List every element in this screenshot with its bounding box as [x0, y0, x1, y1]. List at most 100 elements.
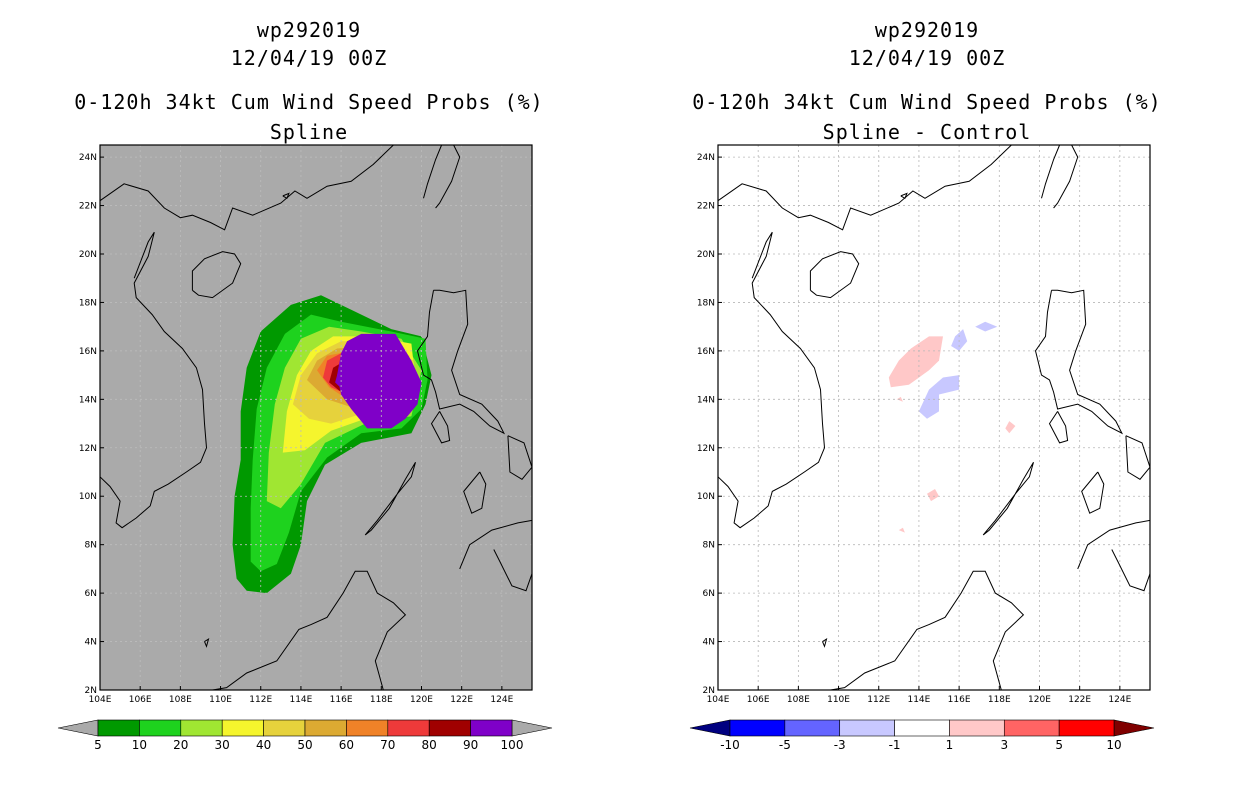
y-tick-label: 12N	[697, 444, 715, 454]
x-tick-label: 114E	[289, 695, 312, 705]
x-tick-label: 124E	[490, 695, 513, 705]
colorbar-swatch	[839, 719, 895, 737]
contour-region-2	[975, 321, 998, 332]
map-background	[718, 145, 1150, 690]
colorbar: 5 10 20 30 40 50 60 70 80 90 100	[57, 719, 553, 752]
y-tick-label: 10N	[79, 492, 97, 502]
colorbar-swatch	[470, 719, 513, 737]
coastline	[191, 251, 242, 299]
colorbar-swatch	[221, 719, 264, 737]
colorbar-label: -5	[779, 738, 791, 752]
map-frame	[99, 144, 533, 691]
colorbar-swatch	[729, 719, 786, 737]
x-tick-label: 112E	[867, 695, 890, 705]
colorbar: -10 -5 -3 -1 1 3 5 10	[689, 719, 1155, 752]
coastline	[204, 637, 210, 648]
colorbar-label: 100	[501, 738, 524, 752]
x-tick-label: 116E	[948, 695, 971, 705]
colorbar-label: 20	[173, 738, 188, 752]
coastline	[435, 144, 461, 209]
colorbar-label: 5	[94, 738, 102, 752]
contour-region-0	[888, 336, 943, 388]
x-tick-label: 110E	[209, 695, 232, 705]
y-tick-label: 22N	[697, 202, 715, 212]
y-tick-label: 6N	[85, 589, 97, 599]
colorbar-label: 90	[463, 738, 478, 752]
colorbar-swatch	[1058, 719, 1115, 737]
colorbar-label: 80	[422, 738, 437, 752]
coastline	[822, 637, 828, 648]
colorbar-label: 40	[256, 738, 271, 752]
coastline	[1048, 411, 1069, 444]
x-tick-label: 104E	[89, 695, 112, 705]
y-tick-label: 18N	[79, 298, 97, 308]
coastline	[99, 144, 394, 231]
coastline	[717, 144, 1012, 231]
coastlines	[99, 144, 533, 691]
coastline	[809, 251, 860, 299]
map-svg-spline: 104E 106E 108E 110E 112E 114E 116E 118E 120E 122E…	[57, 144, 553, 752]
colorbar-end-left	[57, 719, 99, 737]
storm-id-title: wp292019	[256, 18, 362, 42]
colorbar-swatch	[949, 719, 1005, 737]
x-tick-label: 118E	[370, 695, 393, 705]
date-title: 12/04/19 00Z	[230, 46, 388, 70]
coastline	[430, 411, 451, 444]
y-tick-label: 14N	[697, 395, 715, 405]
x-tick-label: 122E	[450, 695, 473, 705]
x-tick-label: 106E	[747, 695, 770, 705]
colorbar-label: 70	[380, 738, 395, 752]
y-tick-label: 20N	[697, 250, 715, 260]
panel-spline: wp292019 12/04/19 00Z 0-120h 34kt Cum Wi…	[57, 18, 553, 752]
y-tick-label: 4N	[703, 638, 715, 648]
x-tick-label: 120E	[410, 695, 433, 705]
x-tick-label: 112E	[249, 695, 272, 705]
colorbar-swatch	[894, 719, 950, 737]
coastline	[282, 192, 290, 200]
y-tick-label: 16N	[697, 347, 715, 357]
map-svg-difference: 104E 106E 108E 110E 112E 114E 116E 118E 120E 122E…	[689, 144, 1155, 752]
colorbar-label: 1	[946, 738, 954, 752]
x-tick-label: 116E	[330, 695, 353, 705]
colorbar-swatch	[346, 719, 389, 737]
coastline	[493, 549, 533, 592]
coastline	[416, 289, 506, 435]
panel-spline-control: wp292019 12/04/19 00Z 0-120h 34kt Cum Wi…	[618, 0, 1236, 800]
coastlines	[717, 144, 1151, 691]
coastline	[1053, 144, 1079, 209]
colorbar-label: 3	[1000, 738, 1008, 752]
coastline	[99, 231, 208, 529]
x-tick-label: 108E	[787, 695, 810, 705]
colorbar-label: 60	[339, 738, 354, 752]
y-tick-label: 24N	[697, 153, 715, 163]
chart-title: 0-120h 34kt Cum Wind Speed Probs (%)	[692, 90, 1162, 114]
y-tick-label: 12N	[79, 444, 97, 454]
colorbar-label: -10	[720, 738, 740, 752]
x-tick-label: 104E	[707, 695, 730, 705]
colorbar-label: 50	[297, 738, 312, 752]
coastline	[1041, 144, 1061, 199]
coastline	[463, 471, 487, 514]
x-tick-label: 114E	[907, 695, 930, 705]
colorbar-swatch	[428, 719, 471, 737]
gridlines	[718, 145, 1150, 690]
coastline	[423, 144, 443, 199]
coastline	[982, 462, 1034, 536]
contour-region-7	[898, 527, 905, 533]
contour-region-3	[918, 375, 960, 419]
colorbar-end-right	[511, 719, 553, 737]
coastline	[1111, 549, 1151, 592]
y-tick-label: 2N	[85, 686, 97, 696]
map-frame	[717, 144, 1151, 691]
colorbar-swatch	[387, 719, 430, 737]
coastline	[1125, 435, 1151, 480]
x-tick-label: 124E	[1108, 695, 1131, 705]
y-tick-label: 8N	[85, 541, 97, 551]
colorbar-swatch	[180, 719, 223, 737]
coastline	[1081, 471, 1105, 514]
colorbar-swatch	[263, 719, 306, 737]
colorbar-swatch	[1003, 719, 1060, 737]
gridlines	[100, 145, 532, 690]
colorbar-end-right	[1113, 719, 1155, 737]
y-tick-label: 22N	[79, 202, 97, 212]
